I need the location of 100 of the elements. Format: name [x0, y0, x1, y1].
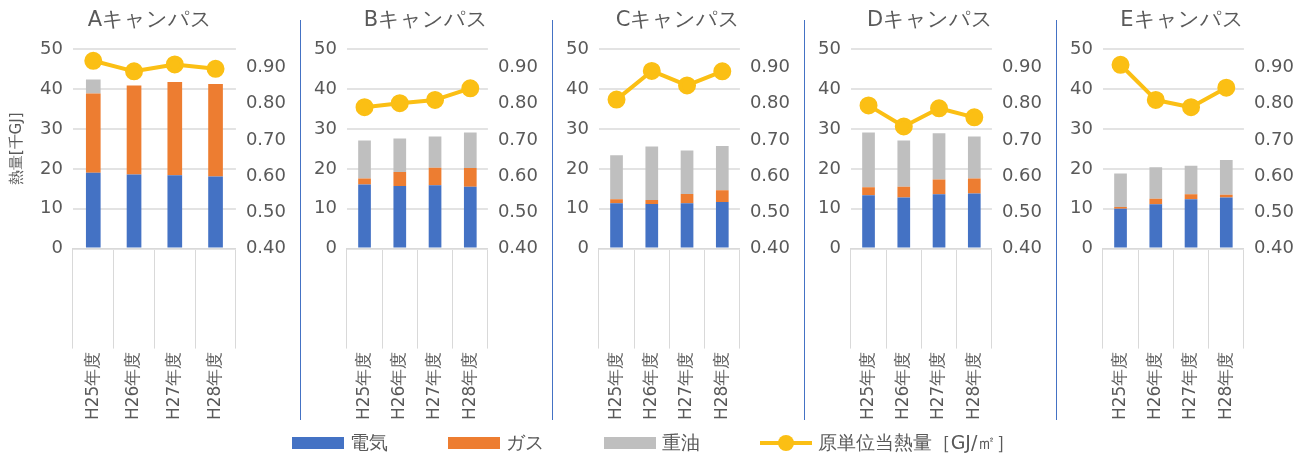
y2-tick-label: 0.60	[245, 163, 286, 185]
bar	[1114, 208, 1127, 248]
y-tick-label: 40	[818, 76, 841, 98]
point	[678, 76, 697, 95]
bar	[1184, 194, 1198, 200]
x-tick-label: H25年度	[352, 351, 373, 421]
bar	[463, 132, 477, 169]
bar	[610, 155, 623, 200]
bar	[610, 199, 623, 204]
bar	[645, 203, 659, 248]
y-tick-label: 20	[818, 156, 841, 178]
point	[642, 61, 661, 80]
y-tick-label: 0	[577, 236, 589, 258]
y-tick-label: 20	[314, 156, 337, 178]
y-axis-title: 熱量[千GJ]	[6, 112, 25, 186]
y-tick-label: 0	[1081, 236, 1093, 258]
point	[426, 90, 445, 109]
bar	[208, 176, 223, 248]
legend-label: 重油	[661, 430, 700, 455]
legend-label: ガス	[505, 430, 544, 455]
bar	[358, 140, 371, 179]
point	[859, 96, 878, 115]
bar	[680, 203, 694, 248]
x-tick-label: H27年度	[163, 351, 184, 421]
bar	[645, 199, 659, 204]
y-tick-label: 20	[1070, 156, 1093, 178]
y2-tick-label: 0.40	[749, 236, 790, 258]
x-tick-label: H27年度	[1179, 351, 1200, 421]
bar	[932, 194, 946, 248]
y-tick-label: 30	[1070, 116, 1093, 138]
bar	[1219, 194, 1233, 198]
bar	[393, 185, 407, 248]
bar	[897, 186, 911, 198]
y-tick-label: 10	[1070, 196, 1093, 218]
bar	[1219, 160, 1233, 195]
y2-tick-label: 0.40	[497, 236, 538, 258]
y2-tick-label: 0.90	[749, 55, 790, 76]
y2-tick-label: 0.80	[749, 91, 790, 113]
y2-tick-label: 0.50	[1253, 200, 1294, 222]
bar	[126, 85, 142, 175]
bar	[1114, 173, 1127, 208]
x-tick-label: H28年度	[458, 351, 479, 421]
y2-tick-label: 0.90	[1001, 55, 1042, 76]
bar	[85, 93, 101, 173]
bar	[862, 187, 875, 196]
bar	[932, 179, 946, 195]
bar	[463, 168, 477, 187]
x-tick-label: H26年度	[122, 351, 143, 421]
x-tick-label: H26年度	[1144, 351, 1165, 421]
y-tick-label: 50	[566, 36, 589, 58]
y-tick-label: 50	[1070, 36, 1093, 58]
bar	[897, 140, 911, 187]
y-tick-label: 30	[566, 116, 589, 138]
legend-label: 原単位当熱量［GJ/㎡］	[817, 430, 1016, 455]
chart-title: Bキャンパス	[363, 7, 489, 32]
bar	[428, 185, 442, 248]
x-tick-label: H26年度	[388, 351, 409, 421]
point	[1146, 90, 1165, 109]
bar	[715, 190, 729, 202]
bar	[715, 146, 729, 191]
y2-tick-label: 0.40	[245, 236, 286, 258]
y-tick-label: 10	[818, 196, 841, 218]
point	[1182, 98, 1201, 117]
y-tick-label: 50	[818, 36, 841, 58]
y2-tick-label: 0.80	[1253, 91, 1294, 113]
bar	[358, 178, 371, 185]
point	[713, 62, 732, 81]
bar	[680, 193, 694, 204]
bar	[463, 186, 477, 248]
point	[894, 117, 913, 136]
x-tick-label: H28年度	[203, 351, 224, 421]
y2-tick-label: 0.70	[245, 127, 286, 149]
y2-tick-label: 0.50	[749, 200, 790, 222]
chart-title: Eキャンパス	[1120, 7, 1244, 32]
point	[965, 108, 984, 127]
x-tick-label: H26年度	[640, 351, 661, 421]
bar	[1149, 167, 1163, 199]
x-tick-label: H27年度	[423, 351, 444, 421]
y2-tick-label: 0.60	[1253, 163, 1294, 185]
x-tick-label: H28年度	[1214, 351, 1235, 421]
x-tick-label: H25年度	[604, 351, 625, 421]
y-tick-label: 40	[40, 76, 63, 98]
y2-tick-label: 0.70	[1253, 127, 1294, 149]
bar	[358, 184, 371, 248]
bar	[428, 167, 442, 186]
y2-tick-label: 0.40	[1001, 236, 1042, 258]
bar	[610, 203, 623, 248]
y-tick-label: 40	[566, 76, 589, 98]
bar	[85, 79, 101, 94]
y2-tick-label: 0.40	[1253, 236, 1294, 258]
bar	[897, 197, 911, 248]
y-tick-label: 10	[40, 196, 63, 218]
y-tick-label: 0	[325, 236, 337, 258]
y2-tick-label: 0.60	[749, 163, 790, 185]
y-tick-label: 0	[51, 236, 63, 258]
y-tick-label: 0	[829, 236, 841, 258]
y2-tick-label: 0.80	[497, 91, 538, 113]
x-tick-label: H27年度	[675, 351, 696, 421]
point	[607, 90, 626, 109]
bar	[167, 175, 183, 248]
